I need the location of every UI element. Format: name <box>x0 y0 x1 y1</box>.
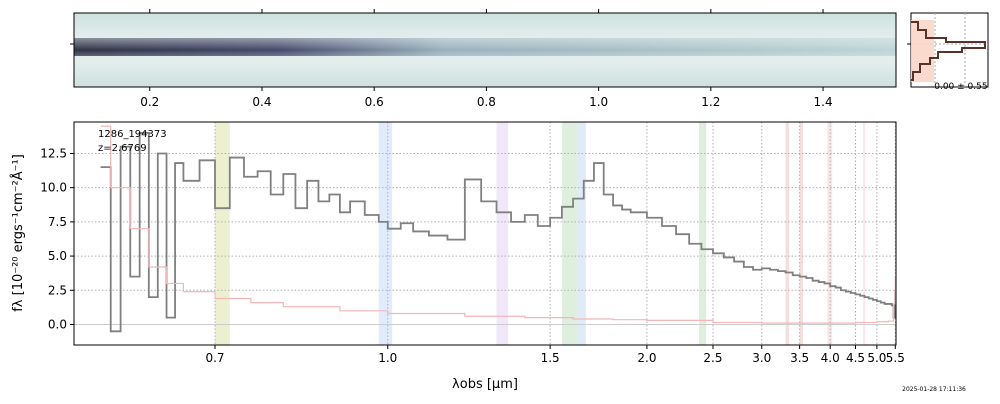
histogram-stat-label: -0.00 ± 0.55 <box>931 82 988 92</box>
line-bands <box>214 122 866 345</box>
redshift-annotation: z=2.6769 <box>98 143 147 154</box>
grid <box>74 122 896 345</box>
top-tick-label-5: 1.2 <box>701 95 720 109</box>
line-band-0 <box>214 122 230 345</box>
timestamp: 2025-01-28 17:11:36 <box>902 386 966 393</box>
x-tick-label-8: 4.5 <box>846 351 865 365</box>
line-band-4 <box>577 122 586 345</box>
x-tick-label-7: 4.0 <box>821 351 840 365</box>
x-tick-label-9: 5.0 <box>867 351 886 365</box>
line-band-1 <box>378 122 393 345</box>
residual-histogram: -0.00 ± 0.55 <box>907 12 989 92</box>
line-band-10 <box>863 122 866 345</box>
top-tick-label-2: 0.6 <box>365 95 384 109</box>
line-band-7 <box>799 122 803 345</box>
line-band-2 <box>496 122 509 345</box>
top-tick-label-6: 1.4 <box>814 95 833 109</box>
plot-area <box>74 122 896 345</box>
y-tick-label-0: 0.0 <box>48 317 67 331</box>
spectrum-1d-plot: 0.7 1.0 1.5 2.0 2.5 3.0 3.5 4.0 4.5 5.0 5.5 0.02.5… <box>10 121 905 392</box>
line-band-9 <box>830 122 833 345</box>
y-tick-label-3: 7.5 <box>48 215 67 229</box>
spectrum-2d-fade <box>74 13 896 87</box>
x-axis-label: λobs [μm] <box>452 377 518 392</box>
y-tick-label-2: 5.0 <box>48 249 67 263</box>
plot-frame <box>73 121 897 346</box>
line-band-5 <box>699 122 707 345</box>
spectrum-2d-frame <box>73 12 897 88</box>
top-tick-label-4: 1.0 <box>589 95 608 109</box>
top-tick-label-1: 0.4 <box>252 95 271 109</box>
x-tick-label-0: 0.7 <box>205 351 224 365</box>
object-id-annotation: 1286_194373 <box>98 129 167 140</box>
y-axis-label: fλ [10⁻²⁰ ergs⁻¹cm⁻²Å⁻¹] <box>10 154 26 312</box>
x-tick-label-4: 2.5 <box>703 351 722 365</box>
histogram-steps <box>911 21 986 81</box>
line-band-8 <box>827 122 831 345</box>
top-tick-label-0: 0.2 <box>140 95 159 109</box>
series-group <box>100 125 897 333</box>
x-tick-label-6: 3.5 <box>790 351 809 365</box>
x-tick-label-5: 3.0 <box>752 351 771 365</box>
x-tick-label-1: 1.0 <box>378 351 397 365</box>
spectrum-2d-panel: 0.2 0.4 0.6 0.8 1.0 1.2 1.4 <box>70 9 897 109</box>
histogram-model-fill <box>911 20 934 82</box>
line-band-6 <box>785 122 790 345</box>
x-axis-ticks: 0.7 1.0 1.5 2.0 2.5 3.0 3.5 4.0 4.5 5.0 5.5 <box>205 345 905 365</box>
x-tick-label-10: 5.5 <box>886 351 905 365</box>
series-line-1 <box>100 125 896 324</box>
line-band-3 <box>561 122 578 345</box>
y-axis-ticks: 0.0 2.5 5.0 7.5 10.0 12.5 <box>40 146 74 331</box>
x-tick-label-3: 2.0 <box>637 351 656 365</box>
top-tick-label-3: 0.8 <box>477 95 496 109</box>
y-tick-label-4: 10.0 <box>40 181 67 195</box>
y-tick-label-5: 12.5 <box>40 146 67 160</box>
x-tick-label-2: 1.5 <box>541 351 560 365</box>
series-line-0 <box>100 132 897 333</box>
spectrum-2d-xticks: 0.2 0.4 0.6 0.8 1.0 1.2 1.4 <box>140 9 833 109</box>
y-tick-label-1: 2.5 <box>48 283 67 297</box>
